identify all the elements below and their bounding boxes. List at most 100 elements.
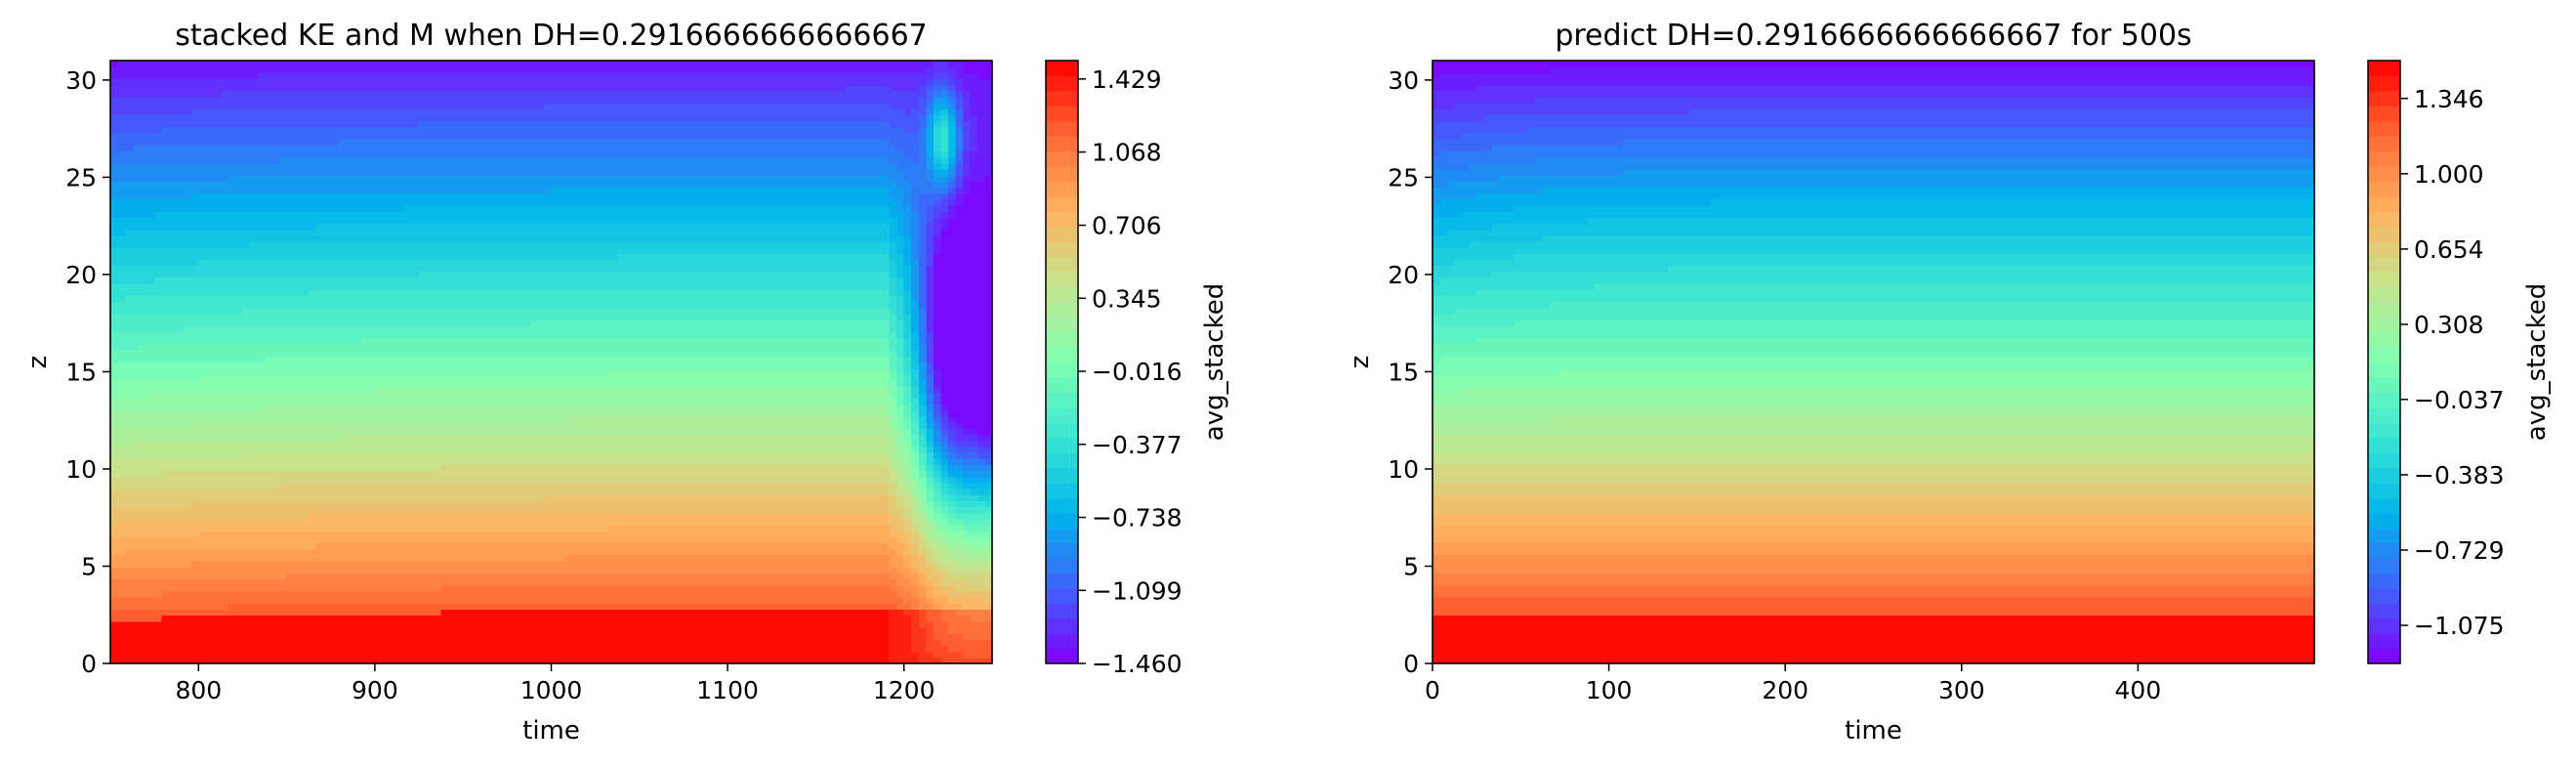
heatmap-cell: [140, 464, 147, 471]
heatmap-cell: [125, 536, 133, 543]
heatmap-cell: [434, 253, 441, 260]
heatmap-cell: [412, 157, 420, 164]
heatmap-cell: [235, 157, 243, 164]
heatmap-cell: [396, 133, 404, 140]
heatmap-cell: [353, 494, 360, 501]
heatmap-cell: [287, 428, 295, 435]
heatmap-cell: [162, 350, 170, 357]
heatmap-cell: [110, 181, 118, 188]
heatmap-cell: [265, 507, 272, 514]
heatmap-cell: [463, 567, 471, 574]
heatmap-cell: [272, 224, 280, 231]
heatmap-cell: [353, 458, 360, 465]
heatmap-cell: [140, 314, 147, 320]
heatmap-cell: [147, 181, 155, 188]
heatmap-cell: [302, 627, 310, 634]
heatmap-cell: [441, 441, 449, 447]
heatmap-cell: [316, 356, 324, 362]
heatmap-cell: [412, 350, 420, 357]
heatmap-cell: [404, 621, 412, 628]
heatmap-cell: [396, 410, 404, 417]
heatmap-cell: [272, 435, 280, 442]
heatmap-cell: [396, 616, 404, 622]
heatmap-cell: [434, 314, 441, 320]
heatmap-cell: [367, 193, 375, 200]
heatmap-cell: [250, 314, 258, 320]
heatmap-cell: [294, 428, 302, 435]
heatmap-cell: [323, 616, 331, 622]
heatmap-cell: [206, 260, 214, 267]
heatmap-cell: [434, 627, 441, 634]
heatmap-cell: [441, 507, 449, 514]
heatmap-cell: [287, 652, 295, 659]
heatmap-cell: [331, 416, 339, 423]
heatmap-cell: [294, 151, 302, 158]
heatmap-cell: [463, 241, 471, 248]
heatmap-cell: [463, 531, 471, 537]
heatmap-cell: [353, 392, 360, 399]
heatmap-cell: [242, 513, 250, 520]
heatmap-cell: [390, 368, 397, 375]
heatmap-cell: [279, 494, 287, 501]
heatmap-cell: [331, 163, 339, 170]
heatmap-cell: [133, 235, 141, 242]
heatmap-cell: [118, 308, 126, 315]
heatmap-cell: [221, 621, 229, 628]
heatmap-cell: [177, 513, 185, 520]
heatmap-cell: [250, 289, 258, 296]
heatmap-cell: [382, 289, 390, 296]
heatmap-cell: [456, 458, 464, 465]
heatmap-cell: [441, 513, 449, 520]
heatmap-cell: [177, 573, 185, 579]
heatmap-cell: [331, 91, 339, 98]
heatmap-cell: [198, 344, 206, 351]
heatmap-cell: [162, 500, 170, 507]
heatmap-cell: [316, 325, 324, 332]
heatmap-cell: [396, 121, 404, 128]
heatmap-cell: [228, 543, 235, 550]
heatmap-cell: [177, 399, 185, 405]
heatmap-cell: [198, 217, 206, 224]
heatmap-cell: [287, 549, 295, 556]
heatmap-cell: [140, 561, 147, 568]
heatmap-cell: [177, 579, 185, 586]
heatmap-cell: [316, 519, 324, 526]
heatmap-cell: [169, 283, 177, 290]
heatmap-cell: [463, 127, 471, 134]
heatmap-cell: [154, 344, 162, 351]
heatmap-cell: [272, 217, 280, 224]
heatmap-cell: [367, 79, 375, 86]
heatmap-cell: [412, 266, 420, 273]
heatmap-cell: [346, 230, 353, 236]
heatmap-cell: [316, 428, 324, 435]
heatmap-cell: [191, 175, 199, 182]
heatmap-cell: [198, 645, 206, 652]
heatmap-cell: [323, 127, 331, 134]
heatmap-cell: [456, 283, 464, 290]
heatmap-cell: [213, 603, 221, 610]
heatmap-cell: [375, 410, 383, 417]
heatmap-cell: [235, 115, 243, 122]
heatmap-cell: [302, 193, 310, 200]
heatmap-cell: [404, 410, 412, 417]
heatmap-cell: [302, 332, 310, 339]
heatmap-cell: [396, 217, 404, 224]
heatmap-cell: [338, 79, 346, 86]
heatmap-cell: [323, 314, 331, 320]
heatmap-cell: [412, 483, 420, 490]
heatmap-cell: [434, 302, 441, 309]
heatmap-cell: [448, 314, 456, 320]
heatmap-cell: [338, 115, 346, 122]
heatmap-cell: [309, 405, 316, 411]
heatmap-cell: [294, 441, 302, 447]
heatmap-cell: [375, 133, 383, 140]
heatmap-cell: [294, 525, 302, 532]
heatmap-cell: [242, 531, 250, 537]
heatmap-cell: [258, 139, 266, 146]
heatmap-cell: [404, 181, 412, 188]
heatmap-cell: [140, 338, 147, 345]
heatmap-cell: [279, 283, 287, 290]
heatmap-cell: [287, 108, 295, 115]
heatmap-cell: [154, 447, 162, 453]
